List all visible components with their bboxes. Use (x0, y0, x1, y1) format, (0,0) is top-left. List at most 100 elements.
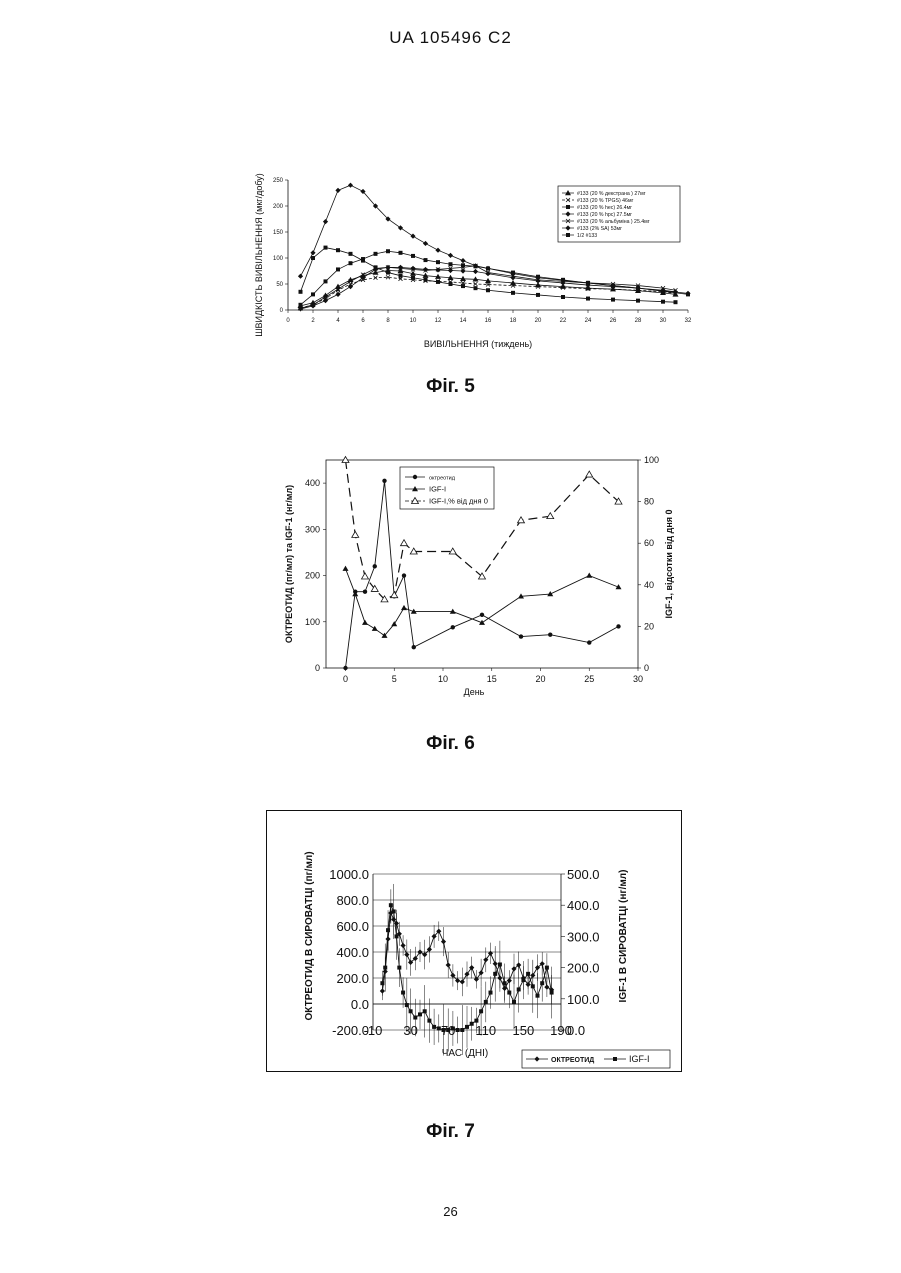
figure-6-chart: 0510152025300100200300400020406080100Ден… (270, 450, 700, 710)
x-tick-label: 26 (610, 318, 617, 324)
data-point (398, 225, 403, 230)
data-point (446, 1028, 450, 1032)
x-tick-label: 190 (550, 1023, 572, 1038)
x-tick-label: 0 (286, 318, 290, 324)
y-tick-label: 100 (305, 617, 320, 627)
figure-5-chart: 0246810121416182022242628303205010015020… (240, 120, 710, 360)
y-tick-label: 600.0 (336, 919, 369, 934)
data-point (521, 978, 525, 982)
data-point (449, 548, 456, 554)
figure-5-label: Фіг. 5 (0, 376, 901, 398)
data-point (611, 284, 615, 288)
legend-label: #133 (20 % TPGS) 46мг (577, 198, 634, 204)
y-tick-label: 1000.0 (329, 867, 369, 882)
y2-tick-label: 40 (644, 580, 654, 590)
y-tick-label: 250 (273, 178, 284, 184)
data-point (418, 1012, 422, 1016)
y-axis-label: ШВИДКІСТЬ ВИВІЛЬНЕННЯ (мкг/добу) (254, 173, 264, 337)
data-point (479, 1009, 483, 1013)
data-point (519, 634, 523, 638)
data-point (460, 979, 465, 984)
data-point (474, 286, 478, 290)
data-point (310, 250, 315, 255)
data-point (436, 260, 440, 264)
data-point (586, 471, 593, 477)
data-point (548, 633, 552, 637)
data-point (361, 257, 365, 261)
x-tick-label: 30 (660, 318, 667, 324)
x-tick-label: 150 (513, 1023, 535, 1038)
legend-label: #133 (20 % hec) 26.4мг (577, 205, 632, 211)
data-point (299, 303, 303, 307)
data-point (661, 300, 665, 304)
x-tick-label: 10 (438, 674, 448, 684)
data-point (442, 1028, 446, 1032)
data-point (382, 479, 386, 483)
y-tick-label: 200.0 (336, 971, 369, 986)
data-point (451, 1026, 455, 1030)
data-point (352, 531, 359, 537)
x-tick-label: 0 (343, 674, 348, 684)
data-point (486, 266, 490, 270)
y-tick-label: 800.0 (336, 893, 369, 908)
data-point (348, 284, 353, 289)
data-point (336, 248, 340, 252)
data-point (661, 289, 665, 293)
data-point (512, 1000, 516, 1004)
legend-marker (613, 1057, 617, 1061)
data-point (498, 962, 502, 966)
legend-label: #133 (20 % декстрана ) 27мг (577, 191, 646, 197)
data-point (474, 264, 478, 268)
x-tick-label: 24 (585, 318, 592, 324)
y2-tick-label: 20 (644, 621, 654, 631)
data-point (545, 966, 549, 970)
x-tick-label: 32 (685, 318, 692, 324)
data-point (511, 291, 515, 295)
data-point (383, 966, 387, 970)
data-point (474, 1019, 478, 1023)
y2-axis-label: IGF-1 В СИРОВАТЦІ (нг/мл) (618, 870, 629, 1003)
data-point (409, 1009, 413, 1013)
data-point (397, 966, 401, 970)
data-point (536, 994, 540, 998)
data-point (411, 276, 415, 280)
data-point (372, 626, 378, 631)
y-tick-label: 400.0 (336, 945, 369, 960)
data-point (323, 219, 328, 224)
data-point (511, 271, 515, 275)
data-point (461, 284, 465, 288)
data-point (561, 278, 565, 282)
data-point (386, 928, 390, 932)
data-point (348, 183, 353, 188)
data-point (611, 298, 615, 302)
data-point (386, 249, 390, 253)
figure-7-label: Фіг. 7 (0, 1121, 901, 1143)
data-point (398, 265, 403, 270)
data-point (399, 274, 403, 278)
data-point (460, 258, 465, 263)
y2-tick-label: 300.0 (567, 929, 600, 944)
y-tick-label: 100 (273, 256, 284, 262)
data-point (362, 573, 369, 579)
data-point (473, 269, 478, 274)
data-point (343, 566, 349, 571)
data-point (389, 903, 393, 907)
x-axis-label: ЧАС (ДНІ) (442, 1048, 489, 1059)
data-point (536, 293, 540, 297)
data-point (335, 188, 340, 193)
x-axis-label: ВИВІЛЬНЕННЯ (тиждень) (424, 339, 532, 349)
x-tick-label: 25 (584, 674, 594, 684)
figure-6-label: Фіг. 6 (0, 733, 901, 755)
data-point (461, 263, 465, 267)
x-tick-label: 22 (560, 318, 567, 324)
data-point (427, 1019, 431, 1023)
data-point (547, 513, 554, 519)
y-tick-label: 400 (305, 478, 320, 488)
data-point (561, 295, 565, 299)
data-point (460, 1028, 464, 1032)
legend-label: 1/2 #133 (577, 233, 597, 239)
data-point (544, 985, 549, 990)
data-point (456, 1028, 460, 1032)
data-point (517, 987, 521, 991)
data-point (410, 266, 415, 271)
